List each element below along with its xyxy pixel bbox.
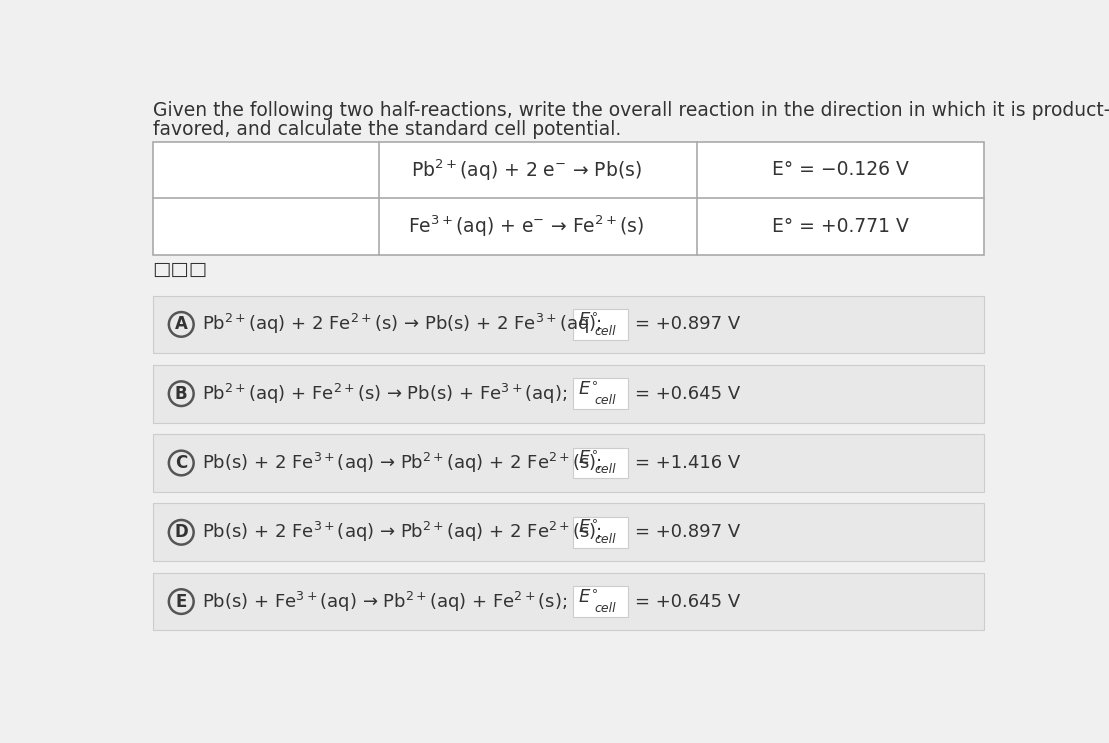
FancyBboxPatch shape — [572, 309, 629, 340]
FancyBboxPatch shape — [153, 573, 984, 631]
Text: Pb(s) + 2 Fe$^{3+}$(aq) → Pb$^{2+}$(aq) + 2 Fe$^{2+}$(s);: Pb(s) + 2 Fe$^{3+}$(aq) → Pb$^{2+}$(aq) … — [202, 451, 602, 475]
Text: Pb(s) + 2 Fe$^{3+}$(aq) → Pb$^{2+}$(aq) + 2 Fe$^{2+}$(s);: Pb(s) + 2 Fe$^{3+}$(aq) → Pb$^{2+}$(aq) … — [202, 520, 602, 545]
Text: cell: cell — [594, 394, 615, 407]
FancyBboxPatch shape — [153, 434, 984, 492]
FancyBboxPatch shape — [153, 365, 984, 423]
Text: = +1.416 V: = +1.416 V — [634, 454, 740, 472]
Text: Pb$^{2+}$(aq) + 2 e$^{-}$ → Pb(s): Pb$^{2+}$(aq) + 2 e$^{-}$ → Pb(s) — [410, 157, 641, 183]
Text: Pb(s) + Fe$^{3+}$(aq) → Pb$^{2+}$(aq) + Fe$^{2+}$(s);: Pb(s) + Fe$^{3+}$(aq) → Pb$^{2+}$(aq) + … — [202, 589, 568, 614]
FancyBboxPatch shape — [153, 141, 984, 255]
Text: $\mathit{E}^{\circ}$: $\mathit{E}^{\circ}$ — [578, 588, 599, 607]
Text: C: C — [175, 454, 187, 472]
FancyBboxPatch shape — [572, 447, 629, 478]
Text: E: E — [175, 593, 187, 611]
Text: favored, and calculate the standard cell potential.: favored, and calculate the standard cell… — [153, 120, 621, 139]
FancyBboxPatch shape — [572, 517, 629, 548]
Text: cell: cell — [594, 464, 615, 476]
FancyBboxPatch shape — [572, 378, 629, 409]
Text: cell: cell — [594, 325, 615, 338]
Text: E° = +0.771 V: E° = +0.771 V — [772, 217, 908, 236]
FancyBboxPatch shape — [153, 296, 984, 353]
Text: □□□: □□□ — [153, 260, 207, 279]
Text: Given the following two half-reactions, write the overall reaction in the direct: Given the following two half-reactions, … — [153, 102, 1109, 120]
Text: $\mathit{E}^{\circ}$: $\mathit{E}^{\circ}$ — [578, 311, 599, 330]
Text: = +0.645 V: = +0.645 V — [634, 385, 740, 403]
Text: = +0.897 V: = +0.897 V — [634, 523, 740, 542]
Text: cell: cell — [594, 533, 615, 545]
Text: $\mathit{E}^{\circ}$: $\mathit{E}^{\circ}$ — [578, 519, 599, 537]
Text: Fe$^{3+}$(aq) + e$^{-}$ → Fe$^{2+}$(s): Fe$^{3+}$(aq) + e$^{-}$ → Fe$^{2+}$(s) — [408, 214, 644, 239]
FancyBboxPatch shape — [153, 504, 984, 561]
Text: D: D — [174, 523, 189, 542]
Text: = +0.897 V: = +0.897 V — [634, 315, 740, 334]
Text: Pb$^{2+}$(aq) + Fe$^{2+}$(s) → Pb(s) + Fe$^{3+}$(aq);: Pb$^{2+}$(aq) + Fe$^{2+}$(s) → Pb(s) + F… — [202, 382, 568, 406]
Text: $\mathit{E}^{\circ}$: $\mathit{E}^{\circ}$ — [578, 450, 599, 468]
Text: E° = −0.126 V: E° = −0.126 V — [772, 160, 908, 179]
Text: Pb$^{2+}$(aq) + 2 Fe$^{2+}$(s) → Pb(s) + 2 Fe$^{3+}$(aq);: Pb$^{2+}$(aq) + 2 Fe$^{2+}$(s) → Pb(s) +… — [202, 312, 602, 337]
Text: B: B — [175, 385, 187, 403]
Text: A: A — [175, 315, 187, 334]
Text: $\mathit{E}^{\circ}$: $\mathit{E}^{\circ}$ — [578, 381, 599, 399]
Text: = +0.645 V: = +0.645 V — [634, 593, 740, 611]
FancyBboxPatch shape — [572, 586, 629, 617]
Text: cell: cell — [594, 602, 615, 615]
